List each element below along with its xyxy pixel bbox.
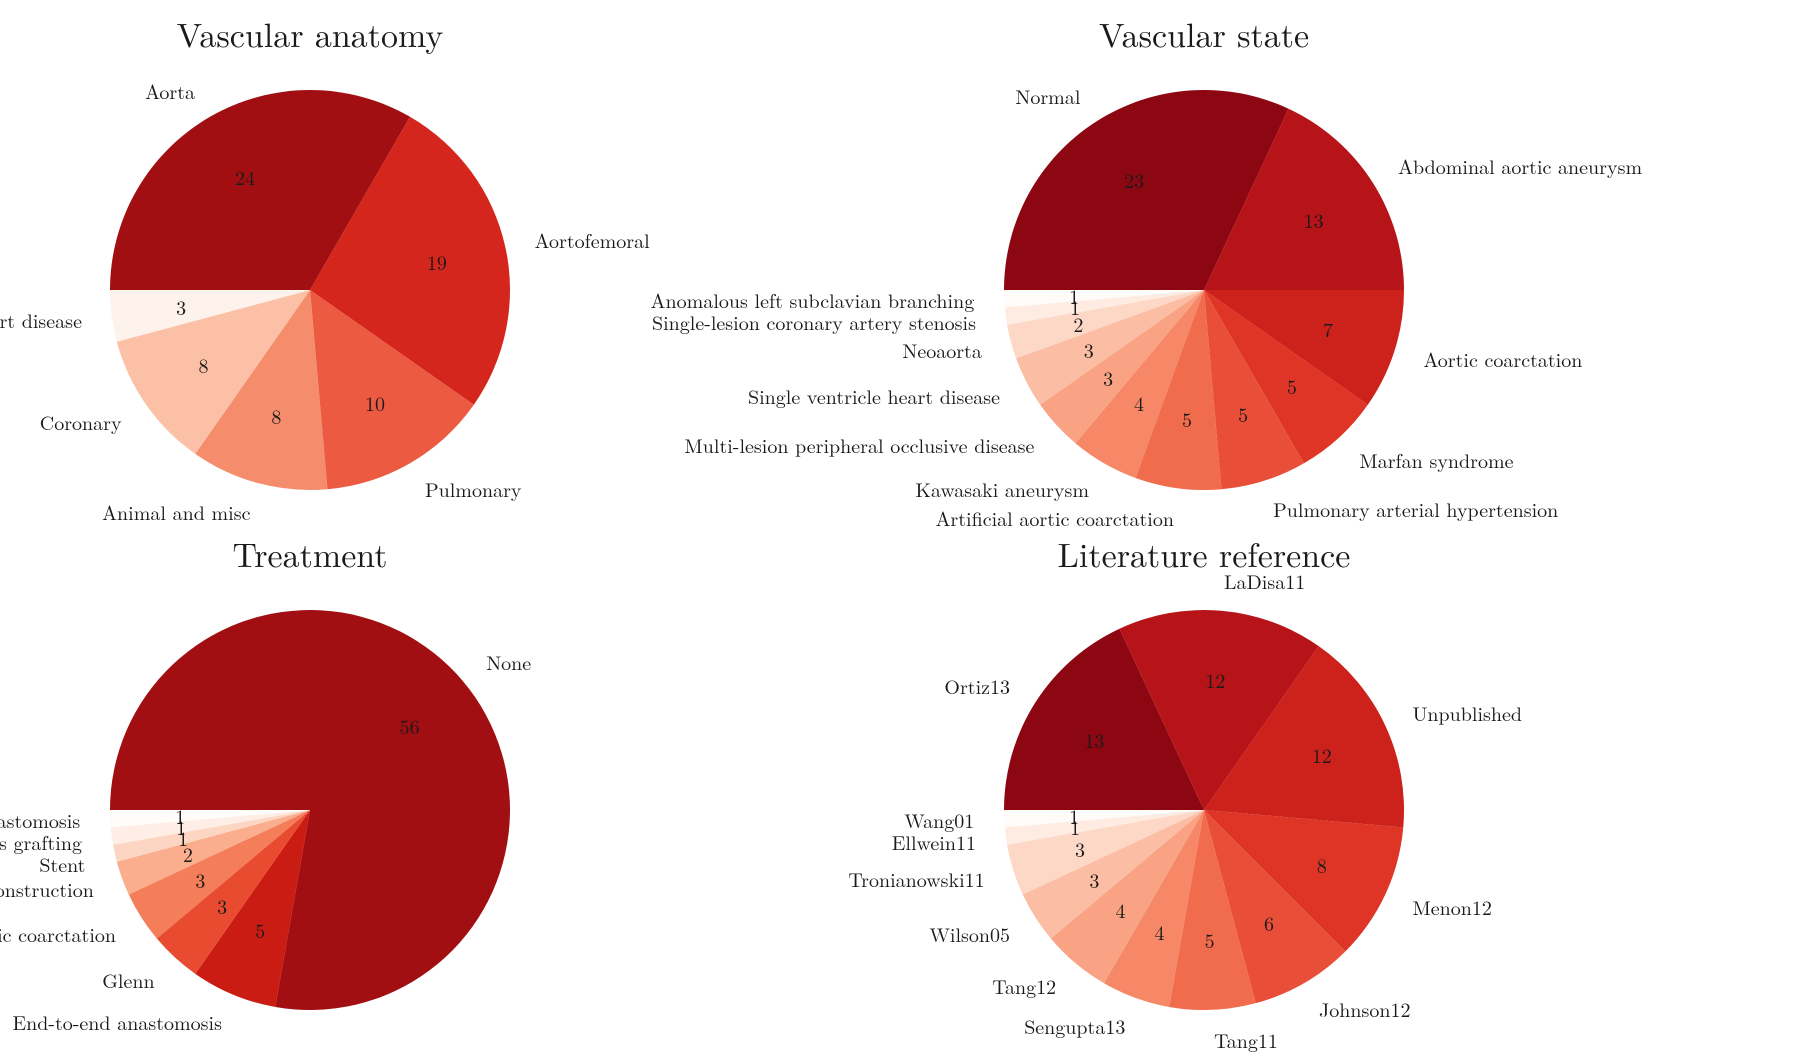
slice-value: 7 (1323, 319, 1333, 339)
slice-value: 12 (1205, 670, 1225, 690)
slice-label: Tang12 (992, 976, 1056, 996)
slice-value: 5 (1287, 376, 1297, 396)
panel-literature-reference: Literature reference131212865443311LaDis… (900, 520, 1800, 1040)
slice-value: 24 (235, 167, 255, 187)
slice-value: 3 (1089, 870, 1099, 890)
chart-title: Vascular anatomy (177, 9, 444, 57)
slice-value: 1 (175, 806, 185, 826)
slice-value: 8 (271, 406, 281, 426)
slice-label: Johnson12 (1319, 999, 1411, 1019)
slice-value: 5 (1238, 404, 1248, 424)
slice-label: Pulmonary (425, 479, 521, 499)
slice-value: 3 (1084, 340, 1094, 360)
slice-value: 5 (1205, 930, 1215, 950)
slice-value: 3 (195, 870, 205, 890)
slice-label: Ellwein11 (892, 832, 976, 852)
slice-value: 8 (199, 355, 209, 375)
slice-value: 13 (1084, 730, 1104, 750)
slice-label: Stent (39, 854, 85, 874)
slice-value: 4 (1134, 393, 1144, 413)
slice-value: 3 (217, 896, 227, 916)
slice-label: Unpublished (1412, 703, 1522, 723)
slice-value: 3 (176, 297, 186, 317)
slice-label: End-to-end anastomosis (12, 1012, 222, 1032)
slice-label: LaDisa11 (1224, 571, 1305, 591)
chart-title: Treatment (233, 529, 388, 577)
slice-label: Aortic reconstruction (0, 879, 94, 899)
slice-label: Marfan syndrome (1359, 450, 1513, 470)
pie-svg (900, 520, 1800, 1040)
slice-value: 19 (427, 252, 447, 272)
slice-label: Neoaorta (902, 340, 982, 360)
slice-label: Pulmonary arterial hypertension (1273, 499, 1558, 519)
slice-label: Normal (1015, 86, 1080, 106)
slice-label: Corrected aortic coarctation (0, 924, 116, 944)
slice-label: Aorta (145, 81, 195, 101)
slice-label: Glenn (102, 970, 154, 990)
pie-svg (900, 0, 1800, 520)
slice-label: Single ventricle heart disease (748, 386, 1000, 406)
slice-label: None (486, 652, 531, 672)
chart-title: Literature reference (1058, 529, 1351, 577)
slice-label: Coronary (40, 412, 122, 432)
slice-label: Kawasaki aneurysm (915, 479, 1089, 499)
slice-label: Sengupta13 (1024, 1016, 1125, 1036)
slice-label: Congenital heart disease (0, 310, 82, 330)
panel-vascular-state: Vascular state23137555433211Abdominal ao… (900, 0, 1800, 520)
slice-value: 12 (1312, 745, 1332, 765)
slice-value: 4 (1115, 900, 1125, 920)
slice-value: 13 (1304, 210, 1324, 230)
slice-value: 4 (1155, 922, 1165, 942)
chart-title: Vascular state (1099, 9, 1309, 57)
slice-value: 10 (365, 393, 385, 413)
slice-value: 8 (1317, 855, 1327, 875)
slice-value: 1 (1069, 286, 1079, 306)
panel-treatment: Treatment565332111NoneEnd-to-side anasto… (0, 520, 900, 1040)
slice-label: Menon12 (1412, 897, 1491, 917)
pie-svg (0, 520, 900, 1040)
slice-value: 56 (400, 716, 420, 736)
chart-grid: Vascular anatomy 24 19 10 8 8 3 Aortofemoral Pul… (0, 0, 1800, 1040)
slice-label: Single-lesion coronary artery stenosis (652, 312, 976, 332)
slice-value: 5 (1182, 409, 1192, 429)
slice-value: 1 (1069, 806, 1079, 826)
slice-value: 3 (1075, 839, 1085, 859)
slice-label: Multi-lesion peripheral occlusive diseas… (684, 435, 1034, 455)
slice-label: Wilson05 (929, 924, 1010, 944)
slice-label: Aortic coarctation (1423, 349, 1582, 369)
slice-value: 5 (255, 920, 265, 940)
slice-value: 3 (1103, 368, 1113, 388)
slice-label: Ortiz13 (944, 676, 1010, 696)
slice-label: Aortofemoral (535, 230, 650, 250)
slice-label: Abdominal aortic aneurysm (1398, 156, 1642, 176)
slice-value: 23 (1124, 170, 1144, 190)
slice-label: Tronianowski11 (848, 869, 984, 889)
slice-value: 6 (1264, 913, 1274, 933)
